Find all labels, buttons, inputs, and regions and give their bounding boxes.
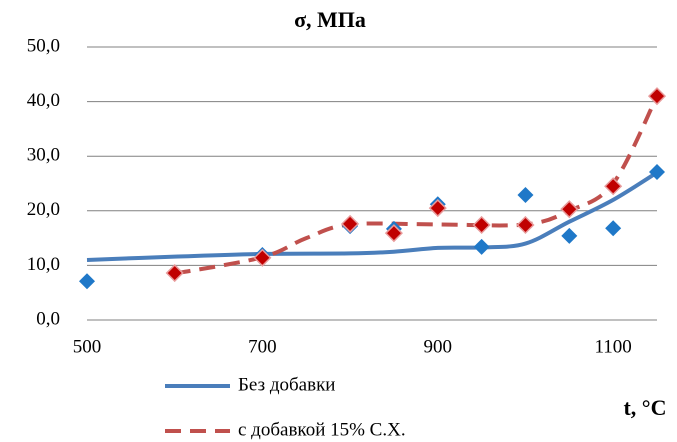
data-point	[647, 87, 667, 106]
data-point	[649, 164, 665, 181]
data-point	[517, 186, 534, 203]
data-point	[604, 177, 623, 196]
x-tick-label: 700	[248, 336, 277, 357]
data-point	[384, 224, 403, 243]
chart-title: σ, МПа	[294, 7, 366, 32]
trend-line	[174, 95, 659, 276]
y-tick-label: 0,0	[36, 308, 60, 329]
y-tick-label: 40,0	[27, 90, 60, 111]
y-tick-label: 10,0	[27, 254, 60, 275]
y-tick-label: 30,0	[27, 145, 60, 166]
data-point	[428, 199, 447, 218]
x-axis-label: t, °C	[623, 395, 666, 420]
data-point	[516, 215, 535, 235]
data-point	[253, 248, 272, 267]
data-point	[472, 215, 491, 235]
trend-line	[86, 170, 659, 262]
data-point	[605, 220, 622, 237]
x-tick-label: 1100	[595, 336, 632, 357]
x-tick-label: 900	[424, 336, 453, 357]
data-point	[560, 200, 579, 219]
y-tick-label: 20,0	[27, 199, 60, 220]
data-point	[473, 238, 490, 255]
data-point	[341, 214, 360, 233]
data-point	[79, 273, 95, 290]
data-point	[165, 263, 184, 283]
legend-label: с добавкой 15% С.Х.	[238, 419, 406, 440]
x-tick-label: 500	[73, 336, 102, 357]
data-point	[561, 227, 578, 244]
legend-label: Без добавки	[238, 374, 335, 395]
y-tick-label: 50,0	[27, 35, 60, 56]
